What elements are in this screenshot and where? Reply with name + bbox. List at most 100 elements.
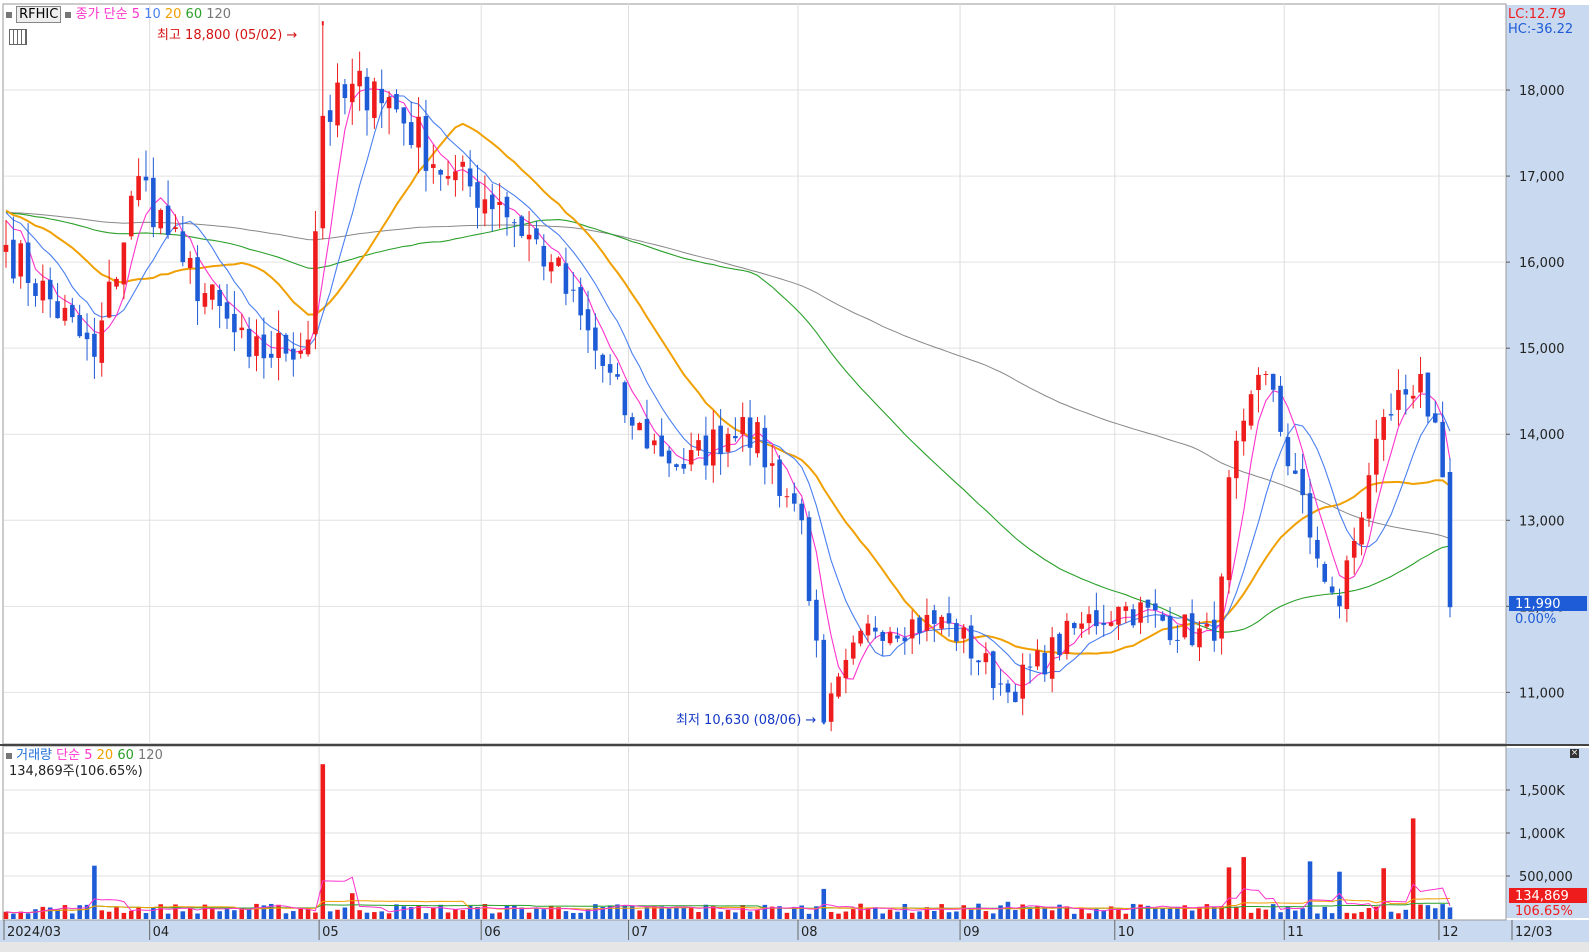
volume-bar — [710, 906, 716, 919]
volume-axis: 500,000 1,000K 1,500K — [1506, 784, 1573, 885]
volume-bar — [298, 908, 303, 919]
ma5-label: 5 — [131, 7, 141, 22]
volume-bar — [1020, 904, 1025, 919]
volume-bar — [666, 908, 672, 919]
candle-body — [1086, 614, 1092, 624]
candle-body — [246, 328, 252, 357]
volume-bar — [1278, 912, 1283, 919]
volume-bar — [342, 907, 348, 919]
candle-body — [600, 354, 606, 366]
candle-body — [423, 116, 429, 171]
candle-body — [1388, 414, 1394, 416]
high-annotation-text: 최고 18,800 (05/02) — [157, 28, 283, 43]
volume-bar — [1013, 910, 1018, 919]
volume-bar — [1432, 908, 1438, 919]
volume-bar — [873, 907, 878, 919]
candle-body — [1315, 539, 1320, 559]
volume-bar — [1359, 911, 1364, 919]
volume-bar — [276, 904, 281, 919]
vol-ma5-label: 5 — [84, 748, 93, 763]
volume-bar — [1042, 906, 1048, 919]
candle-body — [232, 313, 237, 333]
volume-bar — [1234, 906, 1239, 919]
volume-bar — [792, 906, 797, 919]
volume-bar — [998, 905, 1003, 919]
volume-bar — [1388, 911, 1394, 919]
candle-body — [335, 82, 340, 126]
volume-bar — [55, 909, 60, 919]
candle-body — [629, 417, 635, 426]
candle-body — [276, 332, 281, 358]
volume-bar — [622, 905, 628, 919]
volume-bar — [593, 904, 598, 919]
volume-bar — [1418, 904, 1423, 919]
candle-body — [836, 676, 841, 697]
candle-body — [1204, 624, 1210, 627]
volume-bar — [983, 911, 989, 919]
candle-body — [1263, 374, 1269, 375]
ma20-line — [5, 122, 1451, 655]
candle-body — [1197, 628, 1202, 648]
volume-bar — [688, 907, 694, 919]
candle-body — [482, 199, 488, 214]
legend-square-icon — [65, 11, 72, 18]
close-icon[interactable]: × — [1570, 748, 1579, 758]
candle-body — [1285, 437, 1291, 467]
candle-body — [563, 263, 569, 294]
volume-bar — [1204, 904, 1210, 919]
volume-bar — [578, 912, 583, 919]
candle-body — [622, 382, 628, 416]
volume-bar — [40, 906, 46, 919]
volume-bar — [1396, 913, 1401, 919]
volume-ma5-line — [5, 876, 1451, 914]
volume-bar — [92, 865, 97, 919]
ma120-line — [5, 211, 1451, 540]
volume-bar — [357, 910, 362, 919]
volume-bar — [747, 911, 753, 919]
candle-body — [850, 642, 856, 659]
candle-body — [880, 631, 885, 641]
candle-body — [77, 315, 82, 337]
price-axis-panel — [1506, 5, 1589, 745]
candle-body — [696, 440, 701, 451]
candle-body — [114, 278, 119, 287]
volume-bar — [1130, 903, 1136, 919]
ticker-label[interactable]: RFHIC — [16, 6, 62, 23]
low-annotation-text: 최저 10,630 (08/06) — [676, 713, 802, 728]
volume-bar — [902, 903, 908, 919]
candle-body — [1256, 374, 1261, 390]
candle-body — [1396, 390, 1401, 410]
last-price-badge — [1509, 596, 1587, 611]
volume-bar — [1094, 908, 1099, 919]
candle-body — [659, 435, 664, 457]
candle-body — [740, 417, 746, 435]
candle-body — [777, 459, 782, 496]
volume-bar — [1057, 904, 1062, 919]
candle-body — [755, 422, 760, 454]
candle-body — [865, 623, 871, 636]
candle-body — [467, 168, 473, 187]
candle-body — [607, 364, 613, 373]
volume-bar — [283, 913, 289, 919]
candle-body — [268, 353, 274, 358]
candle-body — [187, 257, 193, 268]
volume-bar — [917, 911, 922, 919]
volume-label: 거래량 — [16, 748, 53, 763]
volume-bar — [1071, 913, 1077, 919]
candle-body — [946, 613, 952, 624]
ma10-label: 10 — [144, 7, 161, 22]
candle-body — [372, 81, 377, 118]
candle-body — [534, 228, 539, 240]
date-tick-label: 07 — [632, 925, 649, 940]
volume-bar — [674, 907, 679, 919]
candle-body — [1189, 613, 1195, 646]
volume-bar — [1440, 904, 1445, 919]
volume-bar — [600, 907, 606, 919]
volume-bar — [652, 906, 657, 919]
table-grid-icon[interactable] — [9, 29, 27, 45]
candle-body — [431, 164, 436, 168]
volume-bar — [202, 904, 208, 919]
volume-bar — [327, 911, 333, 919]
